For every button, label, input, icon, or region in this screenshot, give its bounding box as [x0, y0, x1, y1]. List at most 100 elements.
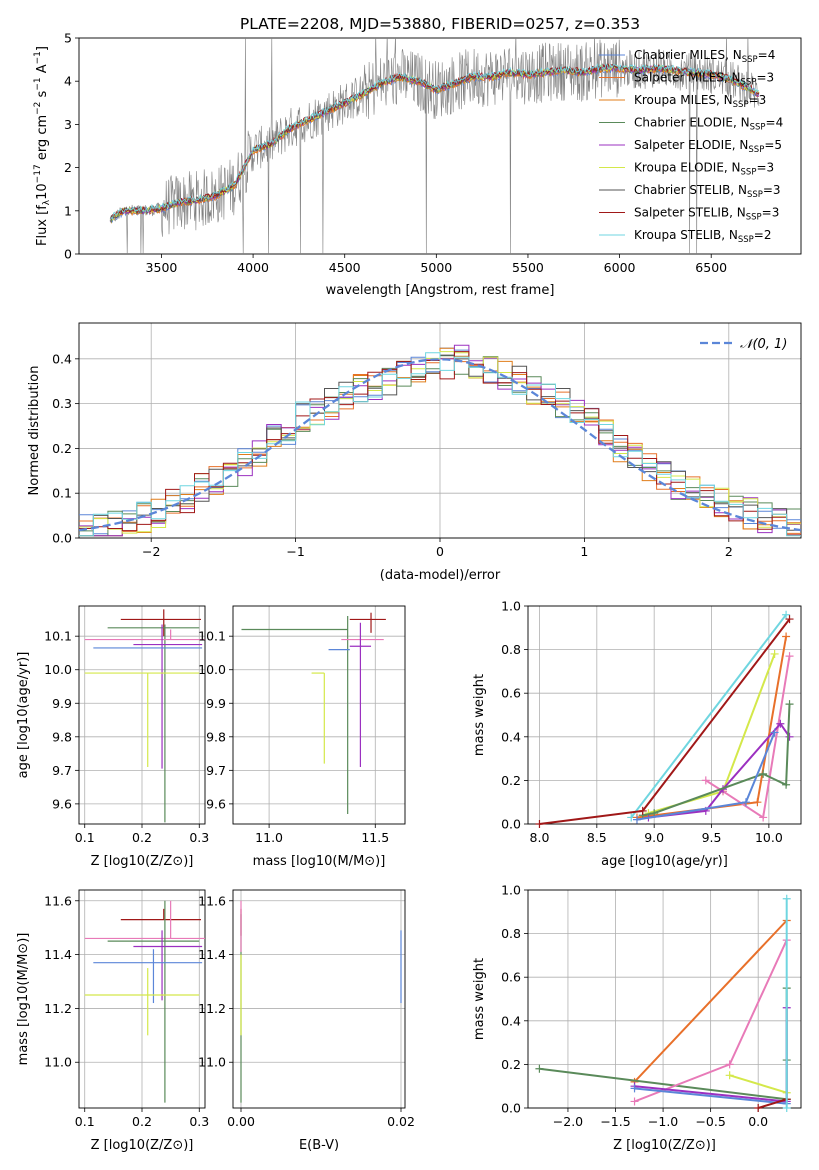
- x-tick-label: 4000: [237, 260, 269, 275]
- x-tick-label: 6000: [604, 260, 636, 275]
- legend-entry: Salpeter ELODIE, NSSP=5: [634, 138, 782, 155]
- x-axis-label: Z [log10(Z/Z⊙)]: [91, 854, 194, 869]
- weight-point: [650, 809, 659, 818]
- legend-entry: Chabrier MILES, NSSP=4: [634, 48, 775, 65]
- figure-title: PLATE=2208, MJD=53880, FIBERID=0257, z=0…: [240, 15, 640, 33]
- weight-point: [759, 813, 768, 822]
- y-tick-label: 10.1: [44, 629, 72, 644]
- y-tick-label: 9.6: [206, 796, 226, 811]
- legend-entry: 𝒩(0, 1): [740, 337, 787, 352]
- weight-point: [535, 1064, 544, 1073]
- y-tick-label: 0.0: [52, 531, 72, 546]
- y-tick-label: 0.3: [52, 396, 72, 411]
- legend-entry: Chabrier STELIB, NSSP=3: [634, 183, 781, 200]
- x-tick-label: 0: [436, 544, 444, 559]
- y-tick-label: 0.6: [501, 686, 521, 701]
- axes-frame: [78, 322, 802, 539]
- weight-line-chabrier_miles: [636, 732, 776, 821]
- x-tick-label: −2: [142, 544, 160, 559]
- y-tick-label: 0: [64, 247, 72, 262]
- weight-point: [785, 652, 794, 661]
- x-tick-label: −1: [286, 544, 304, 559]
- y-tick-label: 9.8: [52, 729, 72, 744]
- y-tick-label: 10.1: [198, 629, 226, 644]
- panel-age-vs-mass: 11.0 11.5 9.6 9.7 9.8 9.9 10.0 10.1 mass [log10(…: [198, 605, 406, 869]
- x-tick-label: 8.5: [587, 830, 607, 845]
- axes-frame: [78, 889, 206, 1109]
- x-tick-label: 0.2: [132, 830, 152, 845]
- weight-point: [785, 732, 794, 741]
- x-tick-label: 11.5: [361, 830, 389, 845]
- x-tick-label: 2: [725, 544, 733, 559]
- x-tick-label: 9.0: [644, 830, 664, 845]
- y-tick-label: 1.0: [501, 883, 521, 898]
- y-tick-label: 0.2: [52, 441, 72, 456]
- x-tick-label: 0.1: [75, 1114, 95, 1129]
- legend-entry: Salpeter STELIB, NSSP=3: [634, 206, 779, 223]
- x-tick-label: 4500: [329, 260, 361, 275]
- weight-point: [770, 649, 779, 658]
- x-axis-label: mass [log10(M/M⊙)]: [253, 854, 386, 869]
- x-axis-label: age [log10(age/yr)]: [601, 854, 728, 869]
- axes-frame: [527, 889, 802, 1109]
- panel-spectrum: 3500 4000 4500 5000 5500 6000 6500 0 1 2 3 4 5 wavele…: [33, 31, 802, 298]
- weight-line-salpeter_elodie: [648, 722, 791, 819]
- weight-point: [725, 1071, 734, 1080]
- x-axis-label: wavelength [Angstrom, rest frame]: [326, 283, 555, 298]
- y-tick-label: 0.4: [501, 1013, 521, 1028]
- weight-point: [701, 776, 710, 785]
- weight-line-salpeter_miles: [633, 919, 788, 1083]
- model-line-kroupa_stelib: [109, 63, 760, 221]
- y-tick-label: 11.4: [44, 947, 72, 962]
- weight-point: [630, 1097, 639, 1106]
- axes-frame: [78, 605, 206, 825]
- y-tick-label: 0.8: [501, 926, 521, 941]
- y-tick-label: 1: [64, 203, 72, 218]
- x-tick-label: 0.3: [189, 1114, 209, 1129]
- histogram-kroupa_stelib: [79, 352, 801, 537]
- x-tick-label: 5500: [512, 260, 544, 275]
- x-tick-label: −2.0: [553, 1114, 583, 1129]
- weight-point: [741, 798, 750, 807]
- axes-frame: [527, 605, 802, 825]
- weight-line-kroupa_stelib: [630, 614, 787, 819]
- y-tick-label: 10.0: [198, 662, 226, 677]
- y-axis-label: age [log10(age/yr)]: [16, 652, 31, 779]
- x-tick-label: −0.5: [695, 1114, 725, 1129]
- weight-line-pink: [705, 655, 791, 820]
- y-tick-label: 5: [64, 31, 72, 46]
- axes-frame: [232, 889, 406, 1109]
- y-tick-label: 0.2: [501, 773, 521, 788]
- x-tick-label: 6500: [695, 260, 727, 275]
- legend-entry: Salpeter MILES, NSSP=3: [634, 71, 774, 88]
- legend-entry: Chabrier ELODIE, NSSP=4: [634, 116, 783, 133]
- weight-line-chabrier_miles: [634, 1087, 787, 1105]
- y-tick-label: 4: [64, 74, 72, 89]
- panel-mass-vs-z: 0.1 0.2 0.3 11.0 11.2 11.4 11.6 Z [log10(Z/Z⊙)]…: [16, 889, 209, 1153]
- x-tick-label: −1.5: [600, 1114, 630, 1129]
- panel-mass-vs-ebv: 0.00 0.02 11.0 11.2 11.4 11.6 E(B-V): [198, 889, 415, 1153]
- y-tick-label: 11.6: [44, 893, 72, 908]
- y-tick-label: 9.9: [52, 696, 72, 711]
- legend-entry: Kroupa ELODIE, NSSP=3: [634, 161, 774, 178]
- observed-spectrum-line: [110, 38, 760, 254]
- x-axis-label: (data-model)/error: [380, 568, 501, 583]
- x-tick-label: 0.2: [132, 1114, 152, 1129]
- y-tick-label: 0.2: [501, 1057, 521, 1072]
- gaussian-curve: [79, 358, 801, 532]
- weight-point: [782, 894, 791, 903]
- panel-residuals: −2 −1 0 1 2 0.0 0.1 0.2 0.3 0.4 𝒩(0, 1) (data-model…: [27, 322, 802, 583]
- weight-point: [725, 1060, 734, 1069]
- weight-point: [535, 820, 544, 828]
- weight-point: [782, 610, 791, 619]
- x-tick-label: 11.0: [255, 830, 283, 845]
- weight-point: [753, 798, 762, 807]
- legend-entry: Kroupa STELIB, NSSP=2: [634, 228, 772, 245]
- y-axis-label: Normed distribution: [27, 366, 42, 496]
- y-tick-label: 0.0: [501, 1101, 521, 1116]
- legend-entry: Kroupa MILES, NSSP=3: [634, 93, 766, 110]
- y-tick-label: 0.1: [52, 486, 72, 501]
- weight-point: [785, 700, 794, 709]
- weight-point: [785, 615, 794, 624]
